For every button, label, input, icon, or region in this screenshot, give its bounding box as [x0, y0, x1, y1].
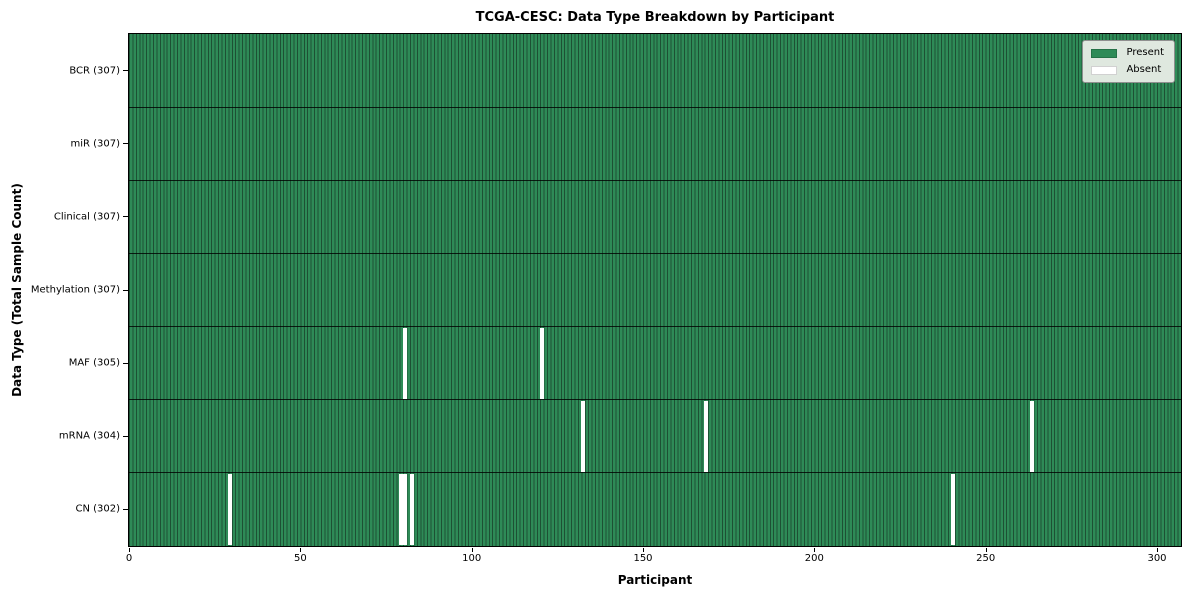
absent-bar-CN-79	[399, 473, 404, 545]
x-tick-mark	[471, 548, 473, 552]
row-divider	[129, 179, 1181, 181]
x-tick-mark	[814, 548, 816, 552]
absent-bar-mRNA-168	[704, 400, 709, 472]
x-tick-label-300: 300	[1147, 553, 1167, 564]
y-tick-mark	[123, 216, 128, 218]
absent-bar-MAF-120	[539, 327, 544, 399]
row-divider	[129, 106, 1181, 108]
legend-swatch-present	[1091, 48, 1118, 58]
legend-item-present: Present	[1091, 47, 1164, 59]
absent-bar-MAF-80	[402, 327, 407, 399]
y-tick-label-CN: CN (302)	[75, 503, 120, 515]
absent-bar-mRNA-263	[1029, 400, 1034, 472]
chart-title: TCGA-CESC: Data Type Breakdown by Partic…	[475, 10, 835, 25]
plot-area: Present Absent	[128, 33, 1182, 547]
y-tick-label-MAF: MAF (305)	[68, 357, 120, 369]
y-tick-label-BCR: BCR (307)	[69, 65, 120, 77]
y-tick-mark	[123, 508, 128, 510]
absent-bar-mRNA-132	[581, 400, 586, 472]
x-tick-mark	[300, 548, 302, 552]
x-tick-label-50: 50	[293, 553, 307, 564]
row-divider	[129, 326, 1181, 328]
row-divider	[129, 399, 1181, 401]
absent-bar-CN-82	[409, 473, 414, 545]
y-tick-label-miR: miR (307)	[70, 138, 120, 150]
y-tick-mark	[123, 435, 128, 437]
x-tick-mark	[643, 548, 644, 552]
legend-label: Present	[1126, 47, 1164, 58]
legend: Present Absent	[1082, 40, 1175, 83]
legend-item-absent: Absent	[1091, 64, 1164, 76]
x-axis-title: Participant	[617, 573, 693, 587]
y-tick-mark	[123, 70, 128, 72]
row-divider	[129, 252, 1181, 254]
x-tick-mark	[985, 548, 987, 552]
y-tick-label-mRNA: mRNA (304)	[58, 430, 120, 442]
row-divider	[129, 472, 1181, 474]
x-tick-label-200: 200	[804, 553, 824, 564]
legend-swatch-absent	[1091, 65, 1118, 75]
absent-bar-CN-80	[402, 473, 407, 545]
y-tick-label-Methylation: Methylation (307)	[30, 284, 120, 296]
legend-label: Absent	[1126, 64, 1162, 75]
x-tick-label-0: 0	[125, 553, 133, 564]
x-tick-mark	[129, 548, 130, 552]
y-tick-mark	[123, 143, 128, 145]
x-tick-label-250: 250	[976, 553, 996, 564]
x-tick-label-100: 100	[462, 553, 482, 564]
x-tick-label-150: 150	[633, 553, 653, 564]
y-tick-mark	[123, 289, 128, 291]
absent-bar-CN-240	[951, 473, 956, 545]
y-tick-label-Clinical: Clinical (307)	[53, 211, 120, 223]
x-tick-mark	[1157, 548, 1158, 552]
y-tick-mark	[123, 362, 128, 364]
absent-bar-CN-29	[228, 473, 233, 545]
